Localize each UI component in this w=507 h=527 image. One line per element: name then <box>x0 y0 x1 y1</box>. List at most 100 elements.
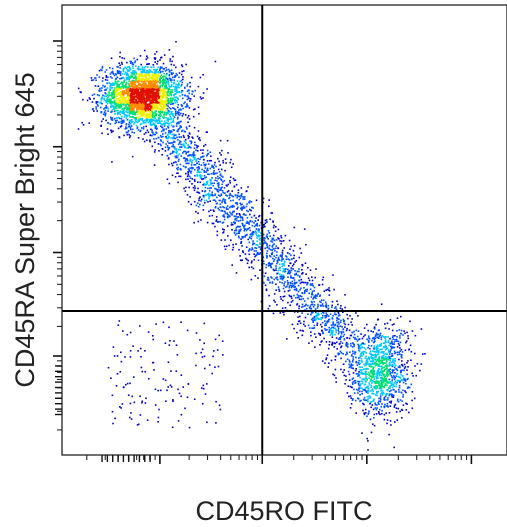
event-dot <box>126 95 129 98</box>
event-dot <box>326 314 329 316</box>
event-dot <box>229 192 231 195</box>
event-dot <box>140 92 143 94</box>
event-dot <box>389 368 392 370</box>
event-dot <box>330 329 332 332</box>
event-dot <box>253 258 255 261</box>
event-dot <box>249 233 252 236</box>
event-dot <box>144 84 146 87</box>
event-dot <box>269 235 271 237</box>
event-dot <box>267 307 270 310</box>
event-dot <box>128 106 131 109</box>
event-dot <box>290 286 293 289</box>
event-dot <box>215 220 217 222</box>
event-dot <box>139 104 141 107</box>
event-dot <box>396 399 399 402</box>
event-dot <box>154 133 156 136</box>
event-dot <box>147 96 149 99</box>
event-dot <box>169 77 172 80</box>
event-dot <box>222 159 224 162</box>
event-dot <box>149 75 151 77</box>
event-dot <box>160 125 162 127</box>
event-dot <box>376 385 378 387</box>
event-dot <box>297 284 300 287</box>
event-dot <box>101 96 104 98</box>
event-dot <box>136 73 139 75</box>
event-dot <box>119 105 121 107</box>
event-dot <box>277 256 280 259</box>
event-dot <box>167 90 169 92</box>
event-dot <box>133 113 135 115</box>
event-dot <box>363 383 366 386</box>
event-dot <box>134 86 137 89</box>
event-dot <box>82 124 85 126</box>
event-dot <box>183 102 185 105</box>
event-dot <box>202 178 205 180</box>
event-dot <box>147 131 150 134</box>
event-dot <box>400 355 403 358</box>
event-dot <box>268 244 271 247</box>
event-dot <box>363 327 366 329</box>
event-dot <box>170 91 172 94</box>
event-dot <box>190 159 192 161</box>
event-dot <box>121 120 123 122</box>
event-dot <box>120 104 122 106</box>
event-dot <box>143 99 146 102</box>
event-dot <box>185 106 188 108</box>
event-dot <box>358 374 360 377</box>
event-dot <box>159 59 161 61</box>
event-dot <box>301 273 303 275</box>
event-dot <box>155 113 158 115</box>
event-dot <box>191 93 193 95</box>
event-dot <box>296 296 299 299</box>
event-dot <box>119 126 122 128</box>
event-dot <box>141 75 144 77</box>
event-dot <box>161 84 163 86</box>
event-dot <box>345 345 347 347</box>
event-dot <box>178 72 181 74</box>
event-dot <box>280 276 283 278</box>
event-dot <box>220 194 223 196</box>
event-dot <box>123 57 126 60</box>
event-dot <box>259 237 261 240</box>
event-dot <box>383 396 386 399</box>
event-dot <box>124 66 126 69</box>
event-dot <box>129 75 131 78</box>
event-dot <box>276 304 278 306</box>
event-dot <box>316 317 319 320</box>
event-dot <box>289 272 291 275</box>
event-dot <box>178 114 181 116</box>
event-dot <box>151 100 153 103</box>
event-dot <box>198 112 200 115</box>
event-dot <box>142 103 145 106</box>
event-dot <box>138 115 141 118</box>
event-dot <box>148 91 151 94</box>
event-dot <box>294 261 296 263</box>
event-dot <box>360 383 362 385</box>
event-dot <box>108 101 111 104</box>
event-dot <box>337 315 340 317</box>
event-dot <box>121 85 124 88</box>
event-dot <box>162 129 165 132</box>
event-dot <box>343 338 346 341</box>
event-dot <box>394 335 396 337</box>
event-dot <box>192 153 195 155</box>
event-dot <box>226 139 229 142</box>
event-dot <box>140 106 142 109</box>
event-dot <box>165 111 167 114</box>
event-dot <box>398 344 401 347</box>
event-dot <box>277 228 280 231</box>
event-dot <box>200 156 202 159</box>
event-dot <box>259 243 261 245</box>
event-dot <box>312 285 314 287</box>
event-dot <box>156 94 159 97</box>
event-dot <box>135 117 137 119</box>
event-dot <box>119 51 121 54</box>
event-dot <box>162 135 164 138</box>
event-dot <box>168 77 171 80</box>
event-dot <box>376 394 378 397</box>
event-dot <box>170 103 172 106</box>
event-dot <box>116 90 118 93</box>
event-dot <box>268 232 271 234</box>
event-dot <box>301 281 304 283</box>
event-dot <box>242 198 244 200</box>
